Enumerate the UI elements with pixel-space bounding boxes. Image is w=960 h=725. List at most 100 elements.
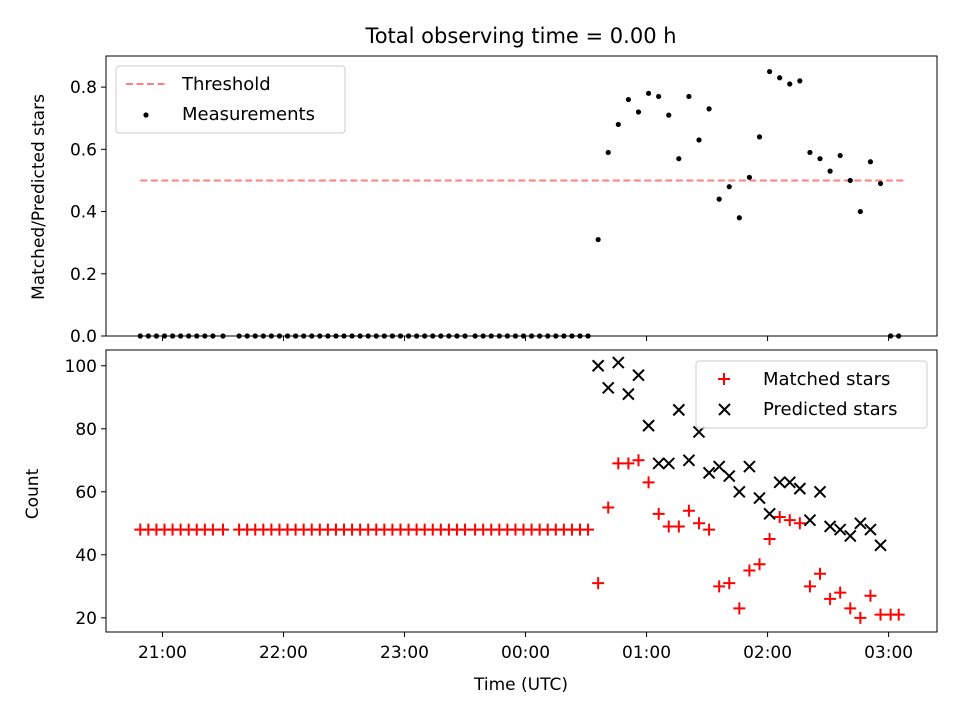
chart-title: Total observing time = 0.00 h [364,24,676,48]
matched-stars-point [642,476,655,489]
matched-stars-point [703,523,716,536]
matched-stars-point [783,514,796,527]
x-tick-label: 00:00 [501,643,550,663]
measurements-point [595,236,601,243]
measurements-point [877,180,884,187]
predicted-stars-point [602,381,615,395]
measurements-point [726,184,732,190]
matched-stars-point [743,564,756,577]
bottom-ticks: 21:00 22:00 23:00 00:00 01:00 02:00 03:00 20 40 6… [65,357,914,663]
matched-stars-point [602,501,615,514]
predicted-stars-point [783,476,796,489]
bottom-y-tick-label: 80 [75,420,97,440]
matched-stars-point [814,567,827,580]
matched-stars-point [874,608,887,621]
legend-predicted-swatch [718,403,731,416]
matched-stars-point [793,517,806,530]
top-y-tick-label: 0.2 [70,265,97,285]
top-y-tick-label: 0.6 [70,140,97,160]
top-axes-frame [105,55,938,337]
predicted-stars-point [632,368,645,382]
predicted-stars-point [864,523,877,536]
top-y-axis-label: Matched/Predicted stars [29,94,49,300]
measurements-point [676,156,682,162]
matched-stars-point [632,454,645,467]
predicted-stars-point [874,539,887,552]
bottom-y-axis-label: Count [23,468,43,519]
matched-stars-point [662,520,675,533]
top-y-tick-label: 0.0 [70,327,97,347]
measurements-point [837,152,843,159]
measurements-point [746,174,753,180]
predicted-stars-point [712,460,726,473]
top-series [137,68,907,339]
predicted-stars-point [591,359,605,372]
matched-stars-point [854,611,867,624]
matched-stars-point [773,510,786,523]
top-legend-box [115,65,346,134]
matched-stars-point [206,523,219,536]
predicted-stars-point [813,485,827,498]
legend-predicted-label: Predicted stars [763,399,897,420]
x-tick-label: 02:00 [743,643,792,663]
predicted-stars-point [733,485,746,498]
predicted-stars-point [652,457,665,470]
bottom-legend-box [695,360,928,429]
bottom-axes-frame [105,349,938,633]
measurements-point [817,156,823,162]
bottom-series [134,356,905,624]
matched-stars-point [459,523,472,536]
bottom-legend: Matched stars Predicted stars [695,360,928,429]
x-axis-label: Time (UTC) [473,675,568,695]
bottom-panel: 21:00 22:00 23:00 00:00 01:00 02:00 03:00 20 40 6… [23,349,938,695]
measurements-point [686,93,692,100]
bottom-y-tick-label: 20 [75,609,97,629]
measurements-point [656,93,662,100]
measurements-point [857,208,863,215]
matched-stars-point [803,580,816,593]
measurements-point [827,168,833,174]
matched-stars-point [582,523,595,536]
predicted-stars-point [763,507,776,521]
measurements-point [635,109,642,115]
measurements-point [787,81,793,87]
predicted-stars-point [702,466,716,480]
predicted-stars-point [612,356,625,369]
matched-stars-point [692,517,705,530]
x-tick-label: 01:00 [622,643,671,663]
matched-stars-point [216,523,229,536]
legend-matched-swatch [718,373,730,385]
matched-stars-point [592,577,605,590]
matched-stars-point [652,507,665,520]
x-tick-label: 21:00 [138,643,187,663]
predicted-stars-point [723,469,736,483]
matched-stars-point [864,589,877,602]
measurements-point [736,215,742,221]
matched-stars-point [622,457,635,470]
legend-threshold-label: Threshold [181,74,271,95]
measurements-point [847,177,853,184]
matched-stars-point [824,592,837,605]
top-y-tick-label: 0.4 [70,203,97,223]
legend-matched-label: Matched stars [763,369,890,390]
predicted-stars-point [753,491,766,505]
predicted-stars-point [642,419,655,432]
predicted-stars-point [844,529,857,543]
top-panel: 0.00.20.40.60.8 Matched/Predicted stars … [29,55,938,347]
matched-stars-point [713,580,726,593]
measurements-point [706,106,712,112]
bottom-y-tick-label: 100 [65,357,97,377]
matched-stars-point [834,586,847,599]
measurements-point [615,121,621,128]
predicted-stars-point [823,520,837,533]
bottom-y-tick-label: 60 [75,483,97,503]
top-legend: Threshold Measurements [115,65,346,134]
measurements-point [867,159,874,165]
predicted-stars-point [773,476,786,489]
legend-measurements-label: Measurements [182,104,315,125]
predicted-stars-point [833,523,847,536]
predicted-stars-point [662,457,675,470]
measurements-point [777,75,783,81]
x-tick-label: 22:00 [259,643,308,663]
predicted-stars-point [622,387,635,401]
